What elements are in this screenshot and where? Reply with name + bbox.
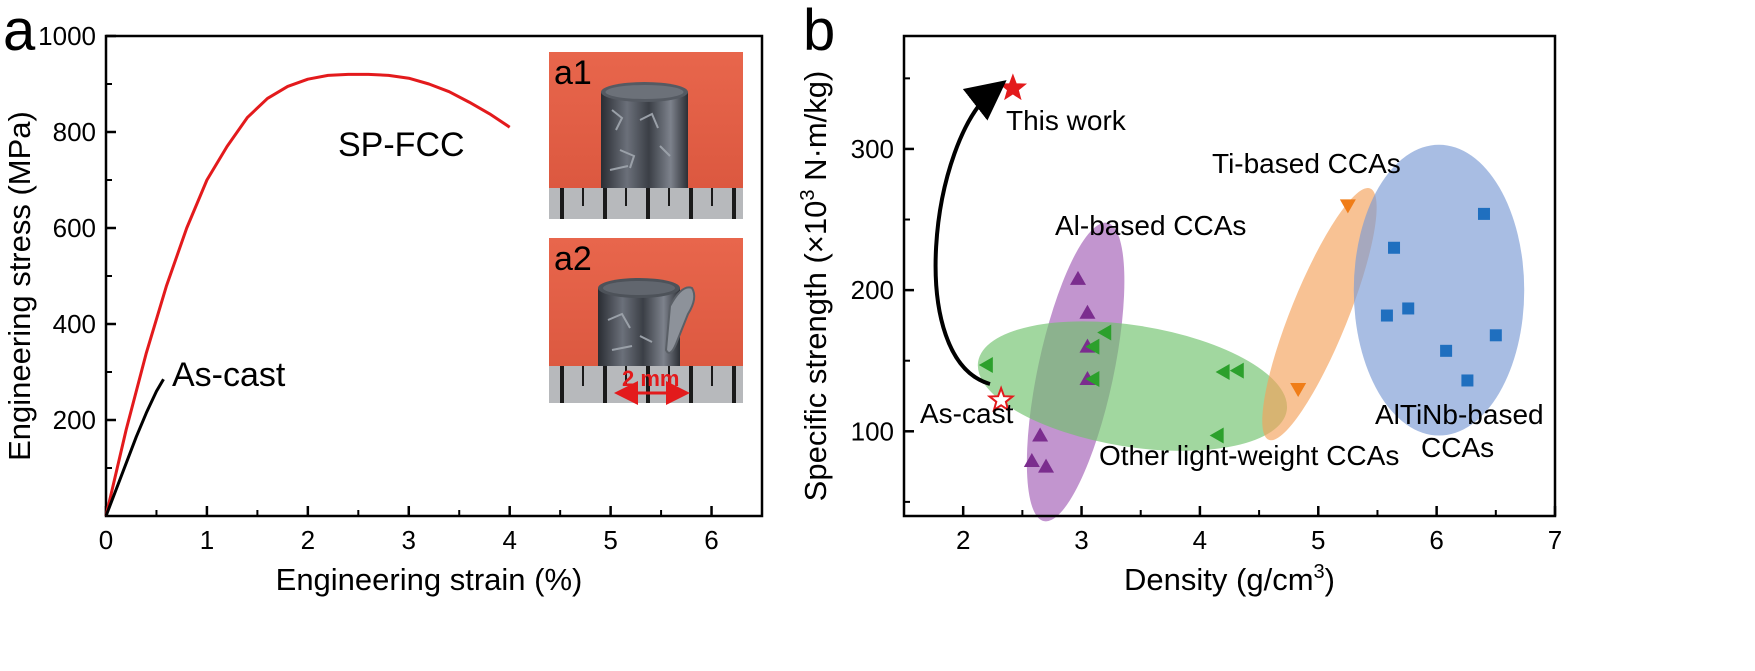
other-light-weight-ccas-point [1215, 364, 1230, 380]
inset-a1-label: a1 [554, 54, 592, 92]
al-based-ccas-point [1032, 427, 1049, 442]
altinb-based-ccas-point [1402, 302, 1415, 315]
al-based-label: Al-based CCAs [1055, 210, 1246, 241]
y-tick-label: 800 [53, 117, 96, 147]
scale-bar-label: 2 mm [622, 366, 679, 391]
x-tick-label: 2 [301, 525, 315, 555]
altinb-based-ccas-point [1380, 309, 1393, 322]
panel-b-letter: b [803, 0, 835, 63]
altinb-based-ccas-point [1388, 241, 1401, 254]
y-tick-label: 100 [851, 416, 894, 446]
panel-b: b 2 3 4 5 6 7 100 200 300 Density (g/cm3) Specific… [797, 0, 1562, 597]
y-tick-label: 400 [53, 309, 96, 339]
inset-a2-label: a2 [554, 240, 592, 278]
sp-fcc-label: SP-FCC [338, 126, 465, 164]
y-tick-label: 200 [53, 405, 96, 435]
as-cast-curve-label: As-cast [172, 356, 286, 394]
inset-photo-a2: a2 2 mm [549, 238, 743, 405]
altinb-label-line1: AlTiNb-based [1375, 399, 1544, 430]
as-cast-point-label: As-cast [920, 398, 1014, 429]
other-light-weight-ccas-point [1085, 338, 1100, 355]
x-tick-label: 3 [1074, 525, 1088, 555]
altinb-based-ccas-point [1489, 329, 1502, 342]
x-tick-label: 7 [1548, 525, 1562, 555]
altinb-label-line2: CCAs [1421, 432, 1494, 463]
other-light-weight-ccas-point [978, 356, 993, 373]
series-line-sp-fcc [104, 72, 511, 517]
ti-based-ccas-point [1290, 382, 1307, 397]
x-axis-title: Density (g/cm3) [1124, 561, 1335, 597]
x-tick-label: 0 [99, 525, 113, 555]
other-light-weight-ccas-point [1229, 362, 1244, 379]
al-based-ccas-point [1069, 270, 1086, 285]
y-tick-label: 1000 [38, 21, 96, 51]
al-based-ccas-point [1038, 458, 1055, 473]
inset-photo-a1: a1 [549, 52, 743, 219]
x-tick-label: 5 [1311, 525, 1325, 555]
altinb-based-ccas-point [1461, 374, 1474, 387]
ellipse-ti-based-ccas [1262, 188, 1377, 441]
y-axis-title: Specific strength (×103 N·m/kg) [797, 71, 833, 502]
al-based-ccas-point [1023, 452, 1040, 467]
x-tick-label: 6 [704, 525, 718, 555]
panel-a-axes: 0 1 2 3 4 5 6 200 400 600 800 1000 Engineering strai… [2, 21, 764, 597]
x-tick-label: 1 [200, 525, 214, 555]
other-light-weight-ccas-point [1085, 371, 1100, 388]
y-axis-title: Engineering stress (MPa) [2, 111, 37, 461]
ellipse-altinb-based-ccas [1353, 144, 1525, 436]
ti-based-ccas-point [1339, 199, 1356, 214]
altinb-based-ccas-point [1477, 207, 1490, 220]
other-light-weight-label: Other light-weight CCAs [1099, 440, 1399, 471]
this-work-star [998, 73, 1028, 101]
x-tick-label: 2 [956, 525, 970, 555]
y-tick-label: 200 [851, 275, 894, 305]
x-axis-title: Engineering strain (%) [276, 562, 583, 597]
al-based-ccas-point [1079, 304, 1096, 319]
series-line-as-cast [104, 378, 165, 517]
panel-b-frame [902, 34, 1557, 518]
this-work-label: This work [1006, 105, 1127, 136]
y-tick-label: 300 [851, 134, 894, 164]
panel-a: a 0 1 2 3 4 5 6 200 400 600 800 1000 Engineering str… [2, 0, 764, 597]
panel-b-axes: 2 3 4 5 6 7 100 200 300 Density (g/cm3) Specific s… [797, 34, 1562, 597]
panel-a-series [104, 72, 511, 517]
x-tick-label: 3 [402, 525, 416, 555]
other-light-weight-ccas-point [1097, 324, 1112, 341]
ti-based-label: Ti-based CCAs [1212, 148, 1401, 179]
x-tick-label: 6 [1429, 525, 1443, 555]
x-tick-label: 5 [603, 525, 617, 555]
panel-b-points [978, 73, 1502, 473]
as-cast-star [986, 385, 1016, 413]
x-tick-label: 4 [1193, 525, 1207, 555]
y-tick-label: 600 [53, 213, 96, 243]
x-tick-label: 4 [502, 525, 516, 555]
other-light-weight-ccas-point [1209, 427, 1224, 444]
panel-a-letter: a [3, 0, 36, 63]
altinb-based-ccas-point [1440, 344, 1453, 357]
improvement-arrow [933, 80, 1007, 386]
ellipse-other-light-weight-ccas [977, 321, 1288, 451]
